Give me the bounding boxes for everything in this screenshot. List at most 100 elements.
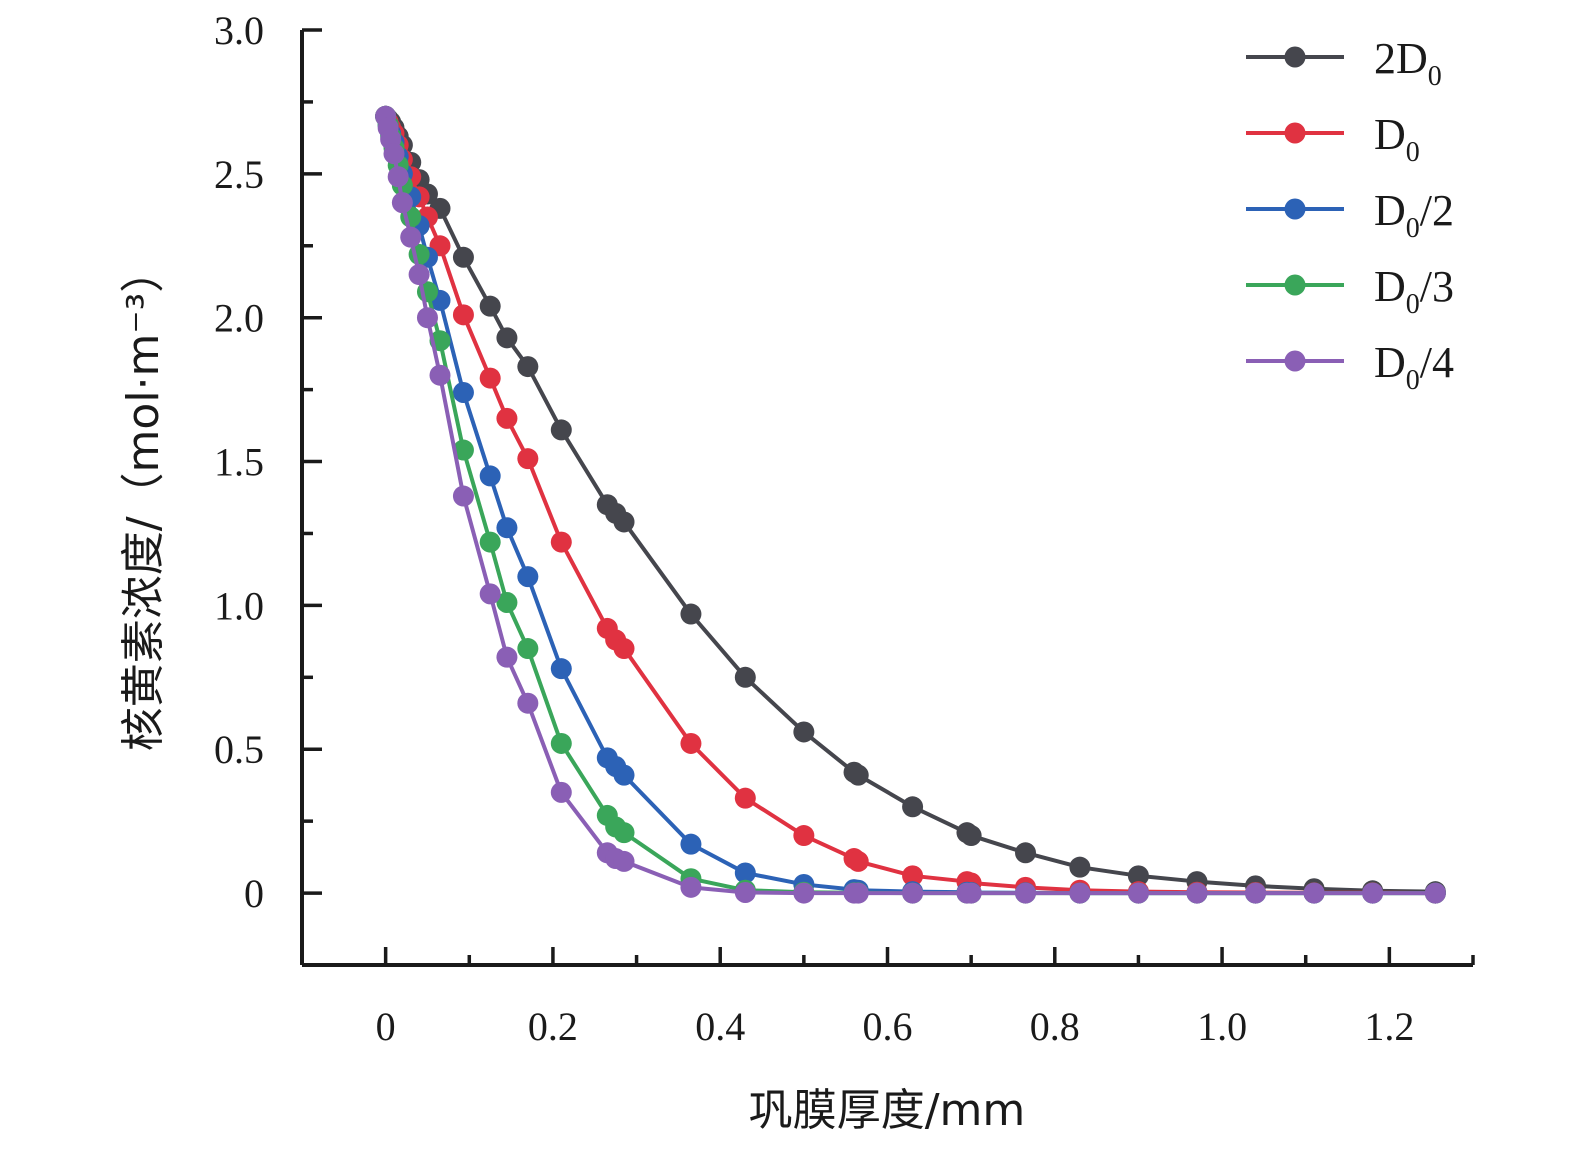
data-point [550,658,572,680]
data-point [517,356,539,378]
data-point [613,822,635,844]
data-point [734,787,756,809]
series-0 [375,105,1446,903]
legend-marker [1284,350,1306,372]
data-point [496,592,518,614]
data-point [383,143,405,165]
data-point [517,638,539,660]
legend-item: D0 [1246,110,1420,168]
data-point [517,566,539,588]
data-point [1424,882,1446,904]
legend-label: 2D0 [1374,34,1442,92]
series-1 [375,105,1446,904]
legend-marker [1284,198,1306,220]
data-point [793,721,815,743]
legend-label: D0/4 [1374,338,1454,396]
x-tick-label: 0.8 [1030,1004,1080,1049]
data-point [452,485,474,507]
data-point [452,246,474,268]
data-point [847,882,869,904]
x-tick-label: 0 [376,1004,396,1049]
data-point [793,882,815,904]
data-point [1015,882,1037,904]
x-tick-label: 1.0 [1197,1004,1247,1049]
data-point [1303,882,1325,904]
series-layer [375,105,1446,904]
data-point [902,796,924,818]
data-point [400,226,422,248]
legend-label: D0/2 [1374,186,1454,244]
legend-marker [1284,274,1306,296]
data-point [680,876,702,898]
legend-item: 2D0 [1246,34,1442,92]
data-point [479,465,501,487]
data-point [902,865,924,887]
x-tick-label: 1.2 [1364,1004,1414,1049]
legend-marker [1284,122,1306,144]
data-point [1127,865,1149,887]
x-tick-label: 0.4 [695,1004,745,1049]
y-tick-label: 1.5 [214,440,264,485]
data-point [496,517,518,539]
y-tick-label: 3.0 [214,8,264,53]
data-point [793,825,815,847]
data-point [452,439,474,461]
data-point [613,850,635,872]
data-point [496,407,518,429]
data-point [613,764,635,786]
data-point [1069,856,1091,878]
x-axis-title: 巩膜厚度/mm [749,1085,1026,1136]
data-point [960,882,982,904]
data-point [902,882,924,904]
series-4 [375,105,1446,904]
legend-label: D0 [1374,110,1420,168]
data-point [387,166,409,188]
data-point [479,583,501,605]
data-point [496,646,518,668]
y-tick-label: 0 [244,871,264,916]
series-line [383,115,1436,896]
data-point [734,666,756,688]
legend-label: D0/3 [1374,262,1454,320]
data-point [429,364,451,386]
data-point [613,638,635,660]
legend-item: D0/4 [1246,338,1454,396]
data-point [479,531,501,553]
y-tick-label: 0.5 [214,727,264,772]
data-point [550,419,572,441]
x-tick-label: 0.2 [528,1004,578,1049]
y-tick-label: 2.0 [214,296,264,341]
data-point [416,307,438,329]
series-3 [375,105,1446,904]
data-point [734,882,756,904]
data-point [847,764,869,786]
x-tick-label: 0.6 [863,1004,913,1049]
legend: 2D0 D0 D0/2 D0/3 D0/4 [1246,34,1454,396]
data-point [550,531,572,553]
data-point [452,304,474,326]
data-point [680,732,702,754]
data-point [408,264,430,286]
legend-item: D0/3 [1246,262,1454,320]
legend-marker [1284,46,1306,68]
series-line [383,115,1436,896]
data-point [1362,882,1384,904]
data-point [734,862,756,884]
data-point [391,192,413,214]
data-point [960,825,982,847]
data-point [613,511,635,533]
axes: 0 0.5 1.0 1.5 2.0 2.5 3.0 0 0.2 0.4 0.6 0.8 1.0 1.2 [214,8,1475,1049]
y-tick-label: 1.0 [214,583,264,628]
data-point [479,367,501,389]
data-point [517,692,539,714]
data-point [1186,882,1208,904]
data-point [550,781,572,803]
series-line [383,115,1436,896]
data-point [1127,882,1149,904]
series-line [383,115,1436,896]
data-point [847,850,869,872]
data-point [452,381,474,403]
data-point [1015,842,1037,864]
data-point [479,295,501,317]
